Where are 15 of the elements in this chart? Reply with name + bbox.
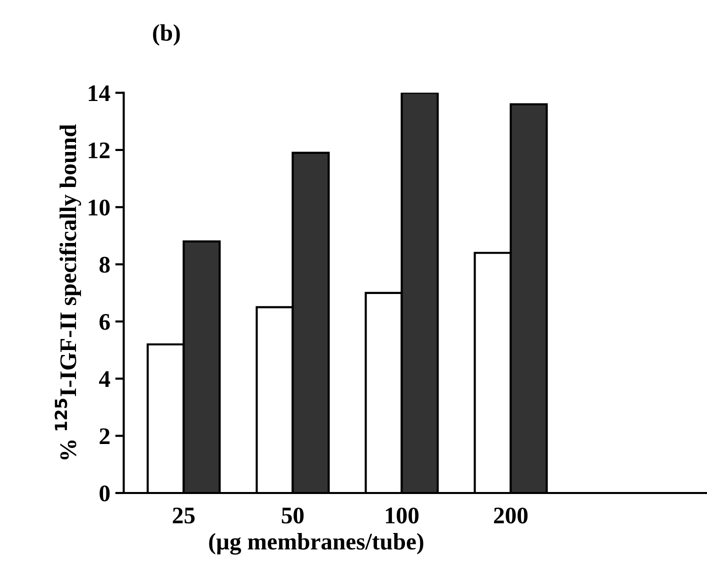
y-tick-label: 6 [100, 314, 110, 330]
y-tick-label: 0 [100, 485, 110, 502]
chart-title: (b) [153, 24, 180, 46]
y-tick-label: 4 [99, 371, 110, 387]
x-tick-label: 50 [282, 508, 304, 524]
x-tick-label: 200 [494, 508, 528, 524]
x-tick-label: 25 [172, 508, 195, 524]
y-tick-label: 8 [100, 256, 110, 273]
y-tick-label: 2 [100, 428, 110, 444]
y-tick-label: 12 [88, 142, 110, 158]
y-tick-label: 14 [88, 85, 110, 101]
y-axis-title: % $^{125}$I-IGF-II specifically bound [54, 124, 82, 460]
x-axis-title: (µg membranes/tube) [209, 533, 424, 555]
x-tick-label: 100 [386, 508, 419, 524]
y-tick-label: 10 [88, 200, 110, 216]
